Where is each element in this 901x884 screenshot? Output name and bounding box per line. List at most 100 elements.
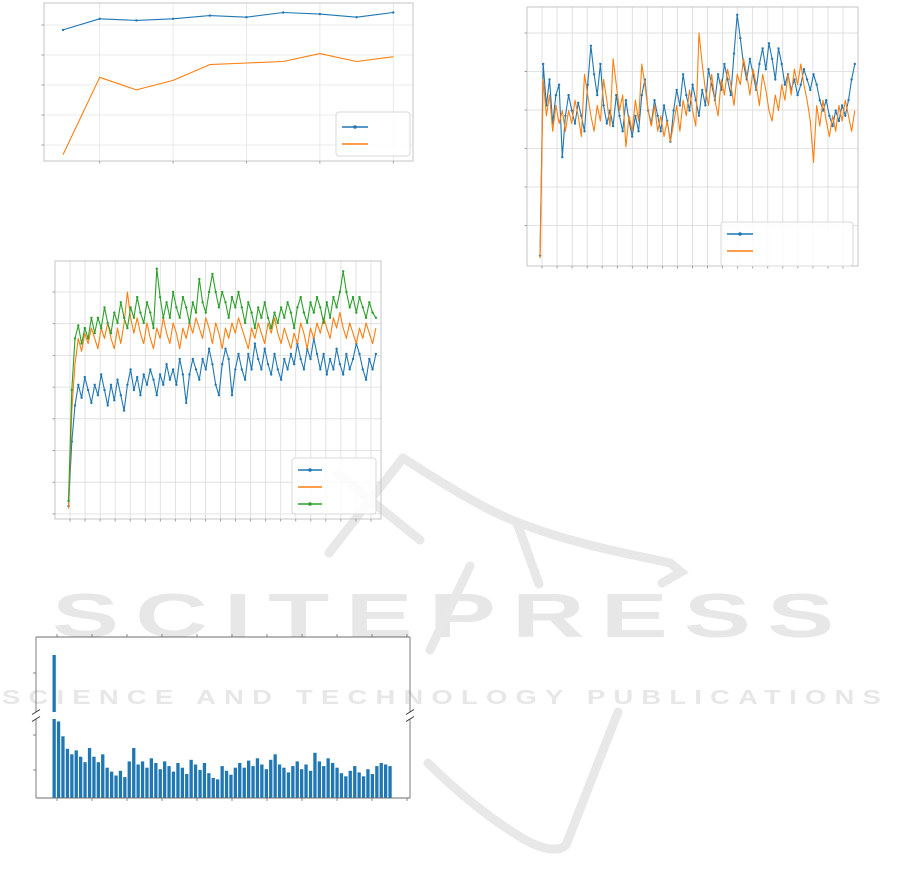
bar-24 bbox=[158, 769, 162, 798]
bar-45 bbox=[251, 766, 255, 798]
bar-43 bbox=[242, 767, 246, 798]
bar-17 bbox=[127, 761, 131, 798]
bar-58 bbox=[308, 770, 313, 798]
bar-23 bbox=[154, 763, 158, 798]
bar-39 bbox=[224, 770, 229, 798]
bar-33 bbox=[198, 770, 202, 798]
bar-73 bbox=[375, 766, 379, 798]
bar-10 bbox=[96, 762, 100, 798]
bar-29 bbox=[180, 767, 184, 798]
bar-36 bbox=[211, 777, 215, 798]
bar-32 bbox=[193, 764, 198, 798]
bar-40 bbox=[229, 774, 233, 798]
series-green-markers bbox=[67, 267, 378, 503]
line-chart-top-right-plot bbox=[524, 6, 859, 269]
bar-67 bbox=[348, 770, 352, 798]
line-chart-middle-left-plot bbox=[52, 260, 382, 522]
bar-4 bbox=[70, 754, 74, 798]
axis-break-marks bbox=[31, 709, 415, 722]
bar-57 bbox=[304, 764, 308, 798]
bar-19 bbox=[136, 764, 140, 798]
bar-42 bbox=[238, 763, 242, 798]
bar-52 bbox=[282, 767, 286, 798]
bar-53 bbox=[286, 772, 291, 798]
bar-49 bbox=[269, 759, 273, 798]
bar-71 bbox=[366, 769, 370, 798]
bar-62 bbox=[326, 758, 330, 798]
axes-frame bbox=[54, 260, 382, 520]
bar-18 bbox=[132, 748, 136, 798]
bar-61 bbox=[322, 766, 326, 798]
bar-8 bbox=[87, 748, 92, 798]
line-chart-middle-left-legend bbox=[291, 457, 377, 515]
bar-30 bbox=[185, 774, 189, 798]
bar-66 bbox=[344, 776, 348, 798]
logo-stroke-5 bbox=[425, 561, 475, 655]
logo-stroke-6 bbox=[561, 707, 623, 850]
line-chart-top-left-series-blue bbox=[62, 11, 394, 31]
tick-marks bbox=[41, 24, 394, 164]
logo-stroke-7 bbox=[423, 758, 571, 854]
bar-chart-broken-axis-plot bbox=[31, 634, 415, 801]
bar-20 bbox=[140, 761, 145, 798]
bar-7 bbox=[83, 762, 87, 798]
bar-38 bbox=[220, 766, 224, 798]
bar-34 bbox=[202, 763, 207, 798]
bar-59 bbox=[313, 752, 317, 798]
bar-14 bbox=[114, 775, 118, 798]
line-chart-middle-left-series-orange bbox=[67, 291, 377, 509]
line-chart-top-left-series-orange bbox=[62, 53, 394, 155]
bar-65 bbox=[339, 773, 344, 798]
bar-31 bbox=[189, 759, 193, 798]
bar-48 bbox=[264, 769, 268, 798]
gridlines bbox=[55, 261, 381, 519]
bar-56 bbox=[300, 769, 304, 798]
bar-25 bbox=[163, 761, 167, 798]
line-chart-top-right-series-orange bbox=[539, 32, 856, 259]
line-chart-top-left-legend bbox=[335, 111, 411, 157]
bar-35 bbox=[207, 773, 211, 798]
line-chart-top-left-plot bbox=[41, 2, 414, 164]
bar-50 bbox=[273, 754, 277, 798]
bar-47 bbox=[260, 764, 264, 798]
logo-stroke-1 bbox=[398, 453, 522, 527]
axes-frame bbox=[43, 2, 414, 162]
bar-63 bbox=[331, 763, 335, 798]
bar-2 bbox=[61, 736, 65, 798]
bar-0 bbox=[52, 719, 56, 798]
bar-37 bbox=[216, 779, 220, 798]
tick-marks bbox=[33, 634, 408, 801]
bar-51 bbox=[277, 764, 282, 798]
bar-1 bbox=[56, 721, 61, 798]
bar-69 bbox=[357, 772, 361, 798]
bar-21 bbox=[145, 767, 149, 798]
bar-16 bbox=[123, 777, 127, 798]
bar-9 bbox=[92, 756, 96, 798]
bar-64 bbox=[335, 767, 339, 798]
bar-75 bbox=[384, 764, 388, 798]
bar-41 bbox=[233, 767, 237, 798]
bar-70 bbox=[361, 776, 366, 798]
bar-27 bbox=[171, 771, 176, 798]
bar-15 bbox=[118, 770, 123, 798]
logo-stroke-2 bbox=[512, 517, 689, 588]
line-chart-top-right-legend bbox=[720, 221, 854, 267]
bar-0-upper-segment bbox=[52, 655, 56, 712]
bar-68 bbox=[353, 766, 357, 798]
histogram-bars bbox=[52, 655, 392, 798]
bar-13 bbox=[110, 771, 114, 798]
bar-74 bbox=[379, 763, 383, 798]
bar-22 bbox=[149, 758, 153, 798]
bar-76 bbox=[388, 766, 392, 798]
series-blue-markers bbox=[61, 11, 395, 32]
tick-marks bbox=[52, 291, 372, 522]
bar-54 bbox=[291, 766, 295, 798]
bar-55 bbox=[295, 761, 299, 798]
bar-11 bbox=[101, 754, 105, 798]
bar-6 bbox=[79, 756, 83, 798]
